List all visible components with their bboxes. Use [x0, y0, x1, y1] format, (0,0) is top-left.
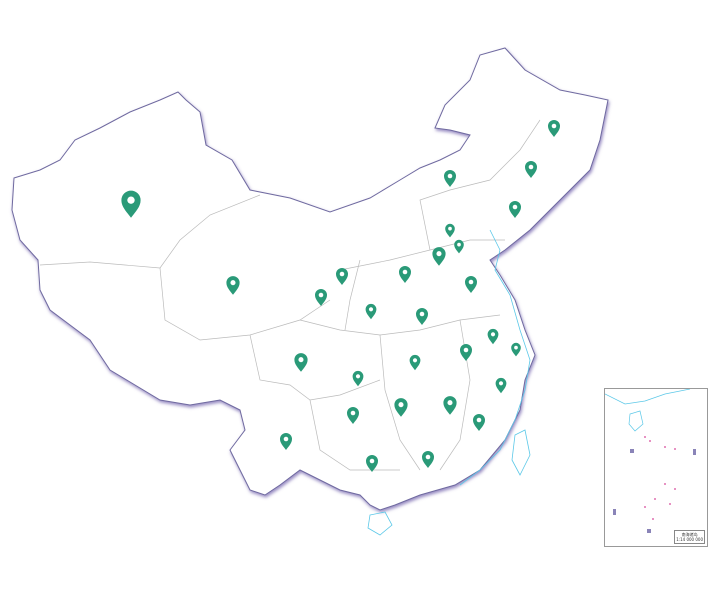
map-pin-icon[interactable]	[422, 451, 434, 468]
map-pin-icon[interactable]	[454, 239, 464, 254]
map-pin-dot	[398, 402, 404, 408]
map-pin-icon[interactable]	[460, 344, 472, 361]
map-pin-dot	[448, 226, 452, 231]
map-pin-icon[interactable]	[399, 266, 411, 283]
province-borders	[39, 119, 541, 471]
map-pin-icon[interactable]	[511, 342, 521, 357]
map-pin-icon[interactable]	[347, 407, 359, 424]
map-pin-dot	[355, 374, 361, 379]
map-pin-dot	[498, 381, 504, 386]
map-pin-icon[interactable]	[409, 354, 421, 371]
map-pin-dot	[447, 173, 453, 179]
map-pin-dot	[528, 164, 534, 170]
map-pin-dot	[512, 204, 518, 210]
inset-map	[604, 388, 696, 533]
map-pin-dot	[490, 332, 496, 337]
map-pin-icon[interactable]	[487, 328, 499, 345]
map-pin-icon[interactable]	[280, 433, 292, 450]
map-pin-dot	[476, 417, 482, 423]
map-pin-icon[interactable]	[525, 161, 537, 178]
country-outline	[11, 47, 609, 511]
map-pin-dot	[447, 400, 453, 406]
map-pin-dot	[419, 311, 425, 317]
map-pin-icon[interactable]	[121, 190, 141, 218]
map-pin-dot	[514, 345, 518, 350]
markers-layer	[121, 120, 560, 472]
map-pin-icon[interactable]	[509, 201, 521, 218]
map-pin-icon[interactable]	[226, 276, 240, 295]
map-pin-icon[interactable]	[443, 396, 457, 415]
map-pin-icon[interactable]	[548, 120, 560, 137]
map-pin-dot	[463, 347, 469, 353]
map-pin-dot	[350, 410, 356, 416]
coastal-water	[367, 229, 531, 536]
map-pin-icon[interactable]	[465, 276, 477, 293]
map-pin-icon[interactable]	[365, 303, 377, 320]
map-pin-dot	[457, 242, 461, 247]
map-pin-icon[interactable]	[473, 414, 485, 431]
map-pin-icon[interactable]	[336, 268, 348, 285]
map-pin-dot	[412, 358, 418, 363]
inset-scale: 1:14 000 000	[676, 537, 703, 542]
map-pin-icon[interactable]	[445, 223, 455, 238]
south-china-sea-inset: 南海诸岛 1:14 000 000	[604, 388, 708, 547]
map-pin-dot	[369, 458, 375, 464]
map-pin-dot	[425, 454, 431, 460]
map-pin-dot	[318, 292, 324, 298]
map-pin-dot	[402, 269, 408, 275]
map-pin-dot	[468, 279, 474, 285]
map-pin-icon[interactable]	[315, 289, 327, 306]
map-pin-dot	[339, 271, 345, 277]
map-pin-dot	[436, 251, 442, 257]
map-pin-dot	[551, 123, 557, 129]
inset-legend: 南海诸岛 1:14 000 000	[674, 530, 705, 544]
map-pin-dot	[283, 436, 289, 442]
map-pin-icon[interactable]	[394, 398, 408, 417]
map-pin-icon[interactable]	[495, 377, 507, 394]
map-pin-icon[interactable]	[294, 353, 308, 372]
map-pin-icon[interactable]	[444, 170, 456, 187]
map-pin-dot	[230, 280, 236, 286]
inset-title: 南海诸岛	[681, 532, 698, 537]
map-pin-dot	[127, 196, 135, 204]
map-pin-dot	[368, 307, 374, 312]
map-pin-icon[interactable]	[352, 370, 364, 387]
map-pin-icon[interactable]	[416, 308, 428, 325]
map-pin-icon[interactable]	[432, 247, 446, 266]
map-pin-icon[interactable]	[366, 455, 378, 472]
map-pin-dot	[298, 357, 304, 363]
